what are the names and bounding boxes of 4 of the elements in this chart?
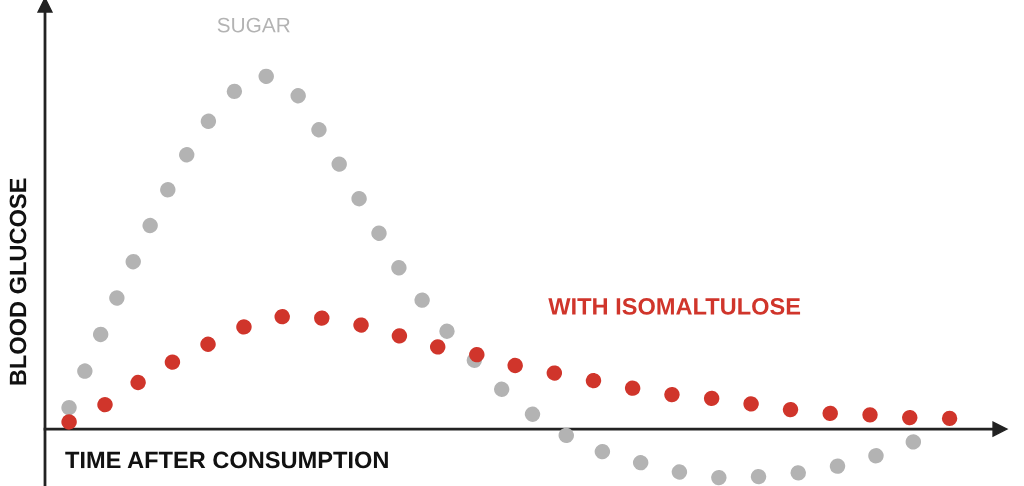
- text: WITH ISOMALTULOSE: [548, 298, 801, 315]
- y-axis-title: BLOOD GLUCOSE: [9, 178, 27, 385]
- x-axis-title: TIME AFTER CONSUMPTION: [65, 451, 388, 469]
- text: SUGAR: [217, 17, 290, 33]
